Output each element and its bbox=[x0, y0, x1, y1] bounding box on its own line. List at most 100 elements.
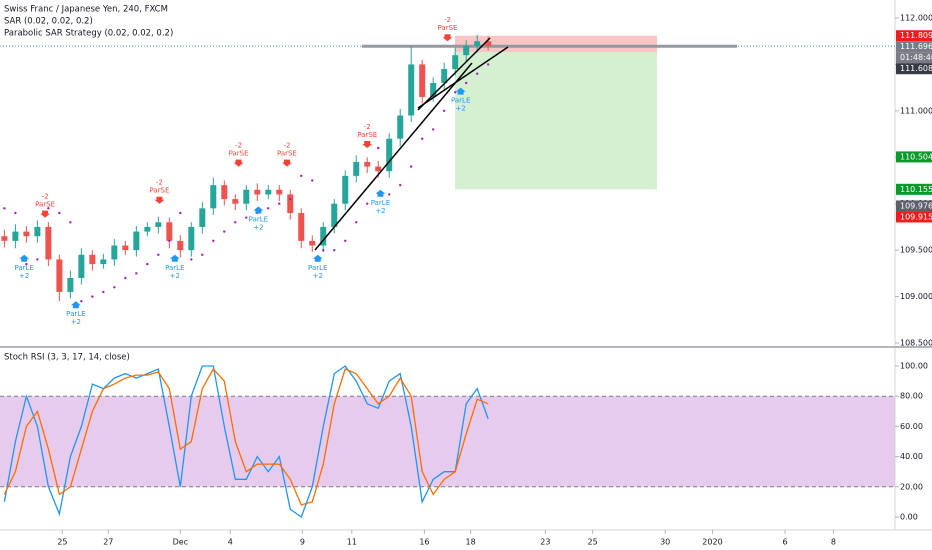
sar-dot bbox=[168, 239, 171, 243]
price-label: 109.976 bbox=[900, 201, 932, 210]
sar-dot bbox=[146, 262, 149, 266]
trade-signal: ParLE+2 bbox=[371, 189, 390, 215]
sar-dot bbox=[69, 221, 72, 224]
trend-line bbox=[314, 62, 473, 251]
y-tick-label: 108.500 bbox=[900, 339, 932, 348]
price-label: 111.809 bbox=[900, 31, 932, 40]
sar-dot bbox=[245, 216, 248, 219]
sar-dot bbox=[278, 202, 281, 205]
x-tick-label: 25 bbox=[57, 538, 67, 547]
sar-dot bbox=[234, 221, 237, 224]
sar-dot bbox=[47, 207, 50, 210]
sar-dot bbox=[322, 248, 325, 252]
signal-qty: +2 bbox=[19, 272, 29, 280]
sar-dot bbox=[14, 211, 17, 215]
sar-dot bbox=[58, 211, 61, 215]
candle-body bbox=[408, 64, 415, 116]
sar-dot bbox=[80, 300, 83, 303]
stoch-line bbox=[3, 367, 489, 506]
trade-signal: ParLE+2 bbox=[165, 254, 185, 280]
signal-qty: -2 bbox=[444, 16, 451, 24]
candle-body bbox=[419, 64, 426, 97]
x-tick-label: Dec bbox=[173, 538, 188, 547]
candle-body bbox=[188, 226, 195, 251]
candle-body bbox=[221, 185, 228, 200]
signal-label: ParLE bbox=[308, 264, 327, 272]
target-zone bbox=[455, 51, 657, 190]
sar-dot bbox=[201, 253, 204, 256]
trade-signal: ParSE-2 bbox=[149, 179, 169, 204]
signal-arrow bbox=[169, 254, 180, 262]
signal-label: ParSE bbox=[35, 201, 55, 209]
x-tick-label: 4 bbox=[228, 538, 233, 547]
sar-dot bbox=[3, 207, 6, 210]
price-label: 111.696 bbox=[900, 42, 932, 51]
axes: 112.000111.500111.000110.500110.000109.5… bbox=[57, 14, 932, 547]
price-label-box bbox=[896, 41, 932, 53]
signal-arrow bbox=[281, 159, 292, 167]
candle-body bbox=[100, 259, 107, 265]
signal-arrow bbox=[19, 254, 30, 262]
candle-body bbox=[45, 226, 52, 260]
signal-label: ParLE bbox=[249, 216, 268, 224]
drawings bbox=[0, 35, 895, 190]
indicator-legend[interactable]: SAR (0.02, 0.02, 0.2) bbox=[4, 17, 93, 27]
candle-body bbox=[265, 189, 272, 195]
trade-signal: ParLE+2 bbox=[249, 206, 268, 232]
countdown: 01:48:40 bbox=[900, 53, 932, 62]
candle-body bbox=[78, 254, 85, 278]
candle-body bbox=[375, 166, 382, 172]
sar-dot bbox=[355, 221, 358, 224]
trade-signal: ParLE+2 bbox=[308, 254, 327, 280]
x-tick-label: 25 bbox=[588, 538, 598, 547]
price-label-box bbox=[896, 151, 932, 163]
symbol-title[interactable]: Swiss Franc / Japanese Yen, 240, FXCM bbox=[4, 5, 168, 15]
candle-body bbox=[232, 199, 239, 204]
candle-body bbox=[309, 240, 316, 246]
price-label: 111.608 bbox=[900, 64, 932, 73]
oscillator-legend[interactable]: Stoch RSI (3, 3, 17, 14, close) bbox=[4, 353, 130, 363]
y-tick-label: 80.00 bbox=[900, 392, 923, 401]
candle-body bbox=[34, 226, 41, 237]
sar-dot bbox=[377, 146, 380, 150]
price-pane: ParLE+2ParSE-2ParLE+2ParSE-2ParLE+2ParSE… bbox=[1, 16, 492, 326]
candle-body bbox=[463, 45, 470, 56]
price-label: 109.915 bbox=[900, 212, 932, 221]
sar-dot bbox=[366, 202, 369, 205]
candle-body bbox=[386, 138, 393, 172]
trade-signal: ParSE-2 bbox=[229, 142, 249, 167]
signal-label: ParLE bbox=[165, 264, 184, 272]
strategy-legend[interactable]: Parabolic SAR Strategy (0.02, 0.02, 0.2) bbox=[4, 29, 173, 39]
sar-dot bbox=[311, 179, 314, 182]
candle-body bbox=[133, 231, 140, 251]
signal-arrow bbox=[312, 254, 323, 262]
y-tick-label: 109.500 bbox=[900, 246, 932, 255]
trade-signal: ParLE+2 bbox=[451, 87, 470, 113]
candle-body bbox=[12, 231, 19, 241]
signal-label: ParLE bbox=[14, 264, 33, 272]
signal-qty: +2 bbox=[456, 105, 466, 113]
candle-body bbox=[1, 236, 8, 241]
sar-dot bbox=[190, 258, 193, 261]
sar-dot bbox=[212, 239, 215, 243]
signal-arrow bbox=[154, 196, 165, 204]
candle-body bbox=[276, 189, 283, 195]
candle-body bbox=[342, 175, 349, 204]
candle-body bbox=[287, 194, 294, 213]
price-label-box bbox=[896, 211, 932, 223]
sar-dot bbox=[25, 262, 28, 266]
candle-body bbox=[397, 115, 404, 139]
candle-body bbox=[177, 240, 184, 251]
y-tick-label: 109.000 bbox=[900, 292, 932, 301]
signal-label: ParSE bbox=[357, 131, 377, 139]
signal-arrow bbox=[455, 87, 466, 95]
candle-body bbox=[122, 245, 129, 251]
price-label-box bbox=[896, 200, 932, 212]
sar-dot bbox=[300, 174, 303, 178]
candle-body bbox=[67, 278, 74, 292]
x-tick-label: 27 bbox=[103, 538, 113, 547]
signal-label: ParSE bbox=[149, 187, 169, 195]
signal-label: ParLE bbox=[371, 199, 390, 207]
stoch-line bbox=[3, 365, 489, 519]
price-label-box bbox=[896, 183, 932, 195]
